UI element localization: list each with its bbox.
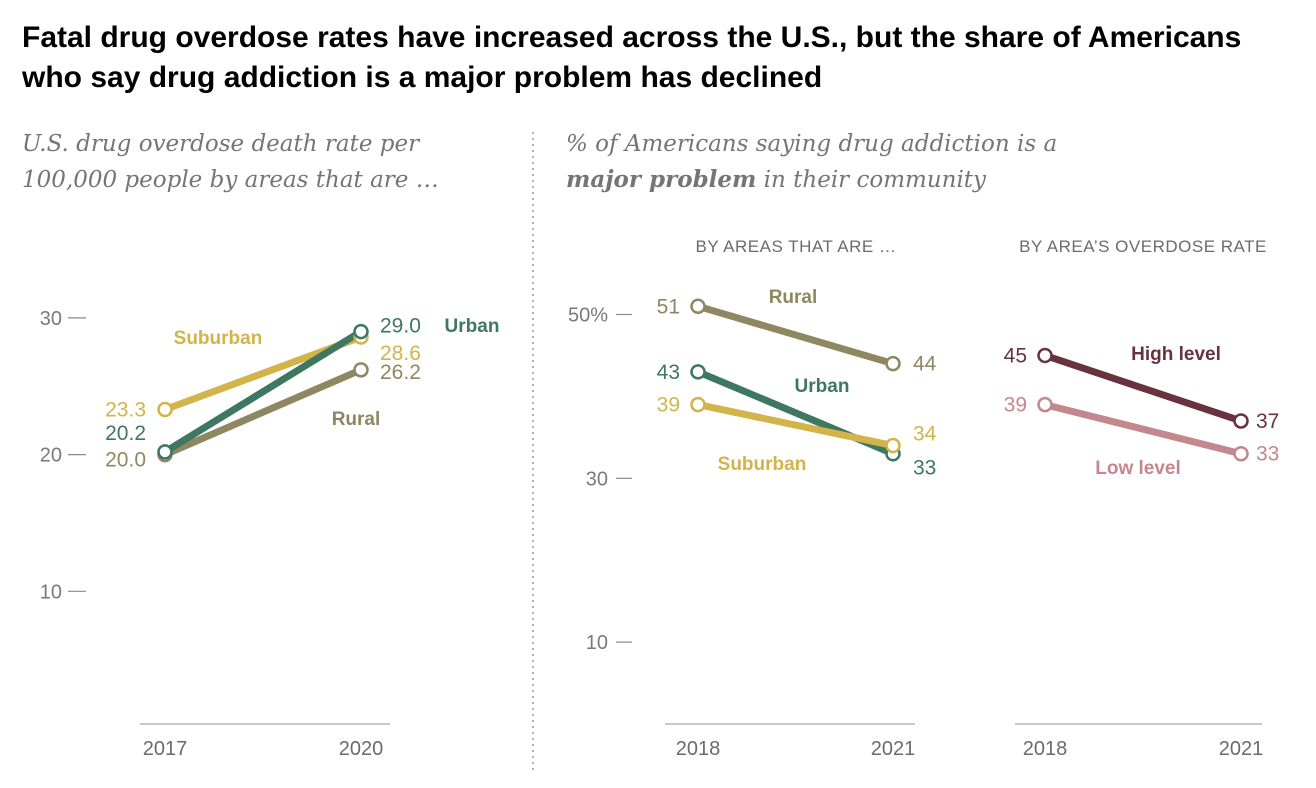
series-line-rural (694, 302, 897, 368)
data-label-urban: 29.0 (380, 315, 421, 338)
series-name-suburban: Suburban (718, 454, 807, 475)
data-label-low-level: 33 (1256, 443, 1279, 466)
data-point-suburban (690, 396, 706, 413)
series-name-low-level: Low level (1095, 458, 1181, 479)
series-name-suburban: Suburban (174, 328, 263, 349)
series-line-high-level (1041, 351, 1245, 425)
data-point-urban (157, 444, 173, 460)
series-name-high-level: High level (1131, 344, 1221, 365)
data-label-suburban: 39 (657, 394, 680, 417)
data-label-urban: 20.2 (105, 422, 146, 445)
data-label-suburban: 23.3 (105, 398, 146, 421)
data-point-urban (690, 364, 706, 380)
data-point-high-level (1233, 413, 1249, 429)
data-label-rural: 51 (657, 295, 680, 318)
data-point-low-level (1233, 445, 1249, 462)
series-name-urban: Urban (445, 316, 500, 337)
data-label-suburban: 34 (913, 423, 937, 446)
x-tick-label: 2021 (871, 738, 916, 760)
x-tick-label: 2018 (676, 738, 721, 760)
series-name-rural: Rural (769, 287, 818, 308)
series-line-rural (161, 366, 365, 459)
data-label-rural: 20.0 (105, 449, 146, 472)
data-point-rural (885, 355, 901, 372)
right-subtitle-line1: % of Americans saying drug addiction is … (566, 131, 1058, 157)
y-tick-label: 10 (586, 632, 608, 654)
x-tick-label: 2021 (1219, 738, 1264, 760)
left-subtitle-line1: U.S. drug overdose death rate per (22, 131, 420, 157)
y-tick-label: 30 (586, 468, 608, 490)
right-subtitle-emphasis: major problem (566, 166, 757, 193)
y-tick-label: 50% (568, 305, 608, 327)
data-label-high-level: 45 (1004, 344, 1027, 367)
data-point-low-level (1037, 396, 1053, 413)
right-subtitle: % of Americans saying drug addiction is … (566, 126, 1286, 198)
panel-title-areas: BY AREAS THAT ARE … (696, 237, 897, 256)
y-tick-label: 10 (40, 581, 62, 603)
data-label-urban: 33 (913, 457, 936, 480)
data-label-high-level: 37 (1256, 410, 1279, 433)
data-point-urban (353, 323, 369, 340)
data-point-suburban (885, 437, 901, 454)
x-tick-label: 2018 (1023, 738, 1068, 760)
data-label-urban: 43 (657, 361, 680, 384)
data-point-rural (690, 298, 706, 315)
data-point-suburban (157, 401, 173, 418)
data-label-low-level: 39 (1004, 394, 1027, 417)
series-line-low-level (1041, 401, 1245, 458)
series-name-urban: Urban (795, 376, 850, 397)
left-subtitle: U.S. drug overdose death rate per 100,00… (22, 126, 502, 198)
data-label-rural: 44 (913, 353, 937, 376)
data-label-rural: 26.2 (380, 361, 421, 384)
x-tick-label: 2017 (143, 738, 188, 760)
series-line-urban (161, 328, 365, 456)
data-point-high-level (1037, 347, 1053, 364)
left-subtitle-line2: 100,000 people by areas that are … (22, 167, 439, 193)
x-tick-label: 2020 (339, 738, 384, 760)
series-name-rural: Rural (332, 409, 381, 430)
chart-title: Fatal drug overdose rates have increased… (22, 21, 1242, 94)
y-tick-label: 20 (40, 445, 62, 467)
series-line-suburban (694, 401, 897, 450)
data-point-rural (353, 362, 369, 378)
right-subtitle-rest: in their community (756, 167, 987, 193)
data-label-suburban: 28.6 (380, 342, 421, 365)
y-tick-label: 30 (40, 308, 62, 330)
panel-title-overdose-rate: BY AREA’S OVERDOSE RATE (1019, 237, 1267, 256)
